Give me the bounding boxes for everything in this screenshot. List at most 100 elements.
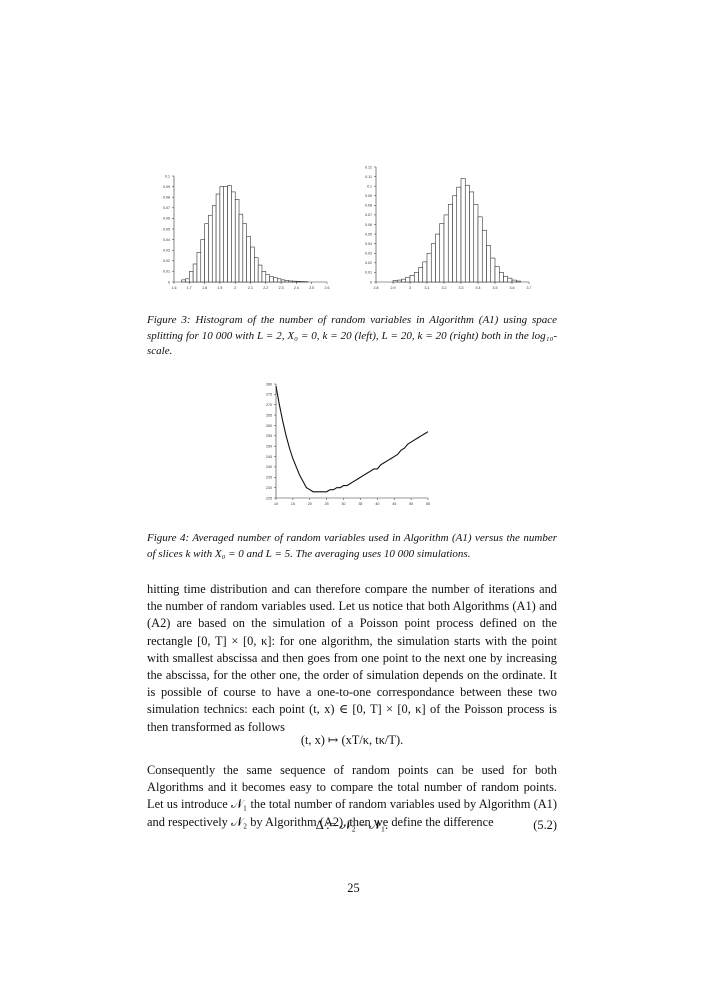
y-tick-label: 0.09 [365, 194, 372, 198]
x-tick-label: 2 [234, 286, 236, 290]
y-tick-label: 0.01 [163, 270, 170, 274]
x-tick-label: 2.3 [279, 286, 284, 290]
histogram-bar [460, 178, 466, 283]
histogram-bar [238, 213, 244, 283]
equation-difference: Δ := 𝒩₂ − 𝒩₁. (5.2) [147, 818, 557, 833]
histogram-bar [486, 245, 492, 283]
histogram-bar [254, 257, 259, 283]
histogram-bar [181, 279, 186, 283]
x-tick-label: 45 [392, 502, 396, 506]
page-number: 25 [347, 881, 360, 895]
histogram-bar [242, 223, 247, 283]
histogram-bar [208, 214, 213, 283]
x-tick-label: 2.8 [374, 286, 379, 290]
y-tick-label: 0.02 [365, 261, 372, 265]
histogram-bar [280, 279, 286, 283]
equation-text: Δ := 𝒩₂ − 𝒩₁. [315, 818, 389, 832]
y-tick-label: 225 [266, 496, 272, 500]
histogram-bar [265, 274, 270, 283]
body-paragraph-1: hitting time distribution and can theref… [147, 581, 557, 736]
equation-number: (5.2) [533, 818, 557, 832]
histogram-bar [185, 278, 190, 283]
histogram-bar [413, 272, 419, 283]
figure-4-caption: Figure 4: Averaged number of random vari… [147, 531, 557, 562]
histogram-bar [443, 214, 449, 283]
x-tick-label: 2.2 [263, 286, 268, 290]
histogram-bar [192, 263, 198, 283]
histogram-bar [261, 271, 267, 283]
y-tick-label: 0.09 [163, 185, 170, 189]
y-tick-label: 0.03 [365, 252, 372, 256]
histogram-bar [409, 275, 415, 283]
x-tick-label: 1.9 [217, 286, 222, 290]
histogram-bar [257, 264, 263, 283]
x-tick-label: 25 [325, 502, 329, 506]
x-tick-label: 1.6 [172, 286, 177, 290]
x-tick-label: 20 [308, 502, 312, 506]
x-tick-label: 55 [426, 502, 430, 506]
y-tick-label: 0.06 [365, 223, 372, 227]
histogram-bar [464, 184, 470, 283]
equation-text: (t, x) ↦ (xT/κ, tκ/T). [300, 733, 404, 747]
y-tick-label: 275 [266, 393, 272, 397]
histogram-bar [196, 252, 202, 283]
x-tick-label: 3.1 [425, 286, 430, 290]
x-tick-label: 2.1 [248, 286, 253, 290]
y-tick-label: 245 [266, 455, 272, 459]
figure-3-text: Histogram of the number of random variab… [147, 314, 558, 357]
equation-transform: (t, x) ↦ (xT/κ, tκ/T). [147, 732, 557, 748]
y-tick-label: 0 [168, 280, 170, 284]
y-tick-label: 0.08 [365, 204, 372, 208]
histogram-bar [503, 275, 509, 283]
histogram-bar [189, 271, 194, 283]
y-tick-label: 0.03 [163, 249, 170, 253]
x-tick-label: 2.6 [325, 286, 330, 290]
histogram-bar [477, 216, 483, 283]
y-tick-label: 0.11 [365, 175, 372, 179]
histogram-bar [515, 280, 521, 283]
histogram-bar [250, 246, 255, 283]
histogram-bar [473, 204, 479, 283]
y-tick-label: 0.08 [163, 196, 170, 200]
y-tick-label: 0.01 [365, 271, 372, 275]
y-tick-label: 0.12 [365, 165, 372, 169]
y-tick-label: 0.06 [163, 217, 170, 221]
histogram-bar [498, 272, 504, 283]
y-tick-label: 280 [266, 382, 272, 386]
y-tick-label: 230 [266, 486, 272, 490]
y-tick-label: 0 [370, 280, 372, 284]
histogram-bar [296, 281, 301, 283]
histogram-bar [277, 278, 282, 283]
histogram-bar [456, 186, 462, 283]
histogram-bar [396, 279, 402, 283]
y-tick-label: 0.04 [365, 242, 372, 246]
histogram-bar [469, 191, 475, 283]
x-tick-label: 1.7 [187, 286, 192, 290]
histogram-bar [452, 195, 458, 283]
histogram-bar [401, 278, 407, 283]
y-tick-label: 265 [266, 413, 272, 417]
histogram-bar [246, 236, 251, 283]
x-tick-label: 15 [291, 502, 295, 506]
y-tick-label: 270 [266, 403, 272, 407]
y-tick-label: 0.05 [365, 232, 372, 236]
figure-3-caption: Figure 3: Histogram of the number of ran… [147, 313, 557, 360]
y-tick-label: 0.07 [163, 206, 170, 210]
histogram-bar [288, 280, 293, 283]
y-tick-label: 0.02 [163, 259, 170, 263]
histogram-bar [439, 223, 445, 283]
histogram-bar [223, 186, 228, 283]
figure-4-label: Figure 4: [147, 532, 190, 544]
x-tick-label: 1.8 [202, 286, 207, 290]
x-tick-label: 35 [358, 502, 362, 506]
y-tick-label: 260 [266, 424, 272, 428]
histogram-bar [269, 276, 274, 283]
histogram-bar [435, 233, 441, 283]
paragraph-text: Consequently the same sequence of random… [147, 763, 557, 829]
histogram-bar [227, 185, 232, 283]
y-tick-label: 240 [266, 465, 272, 469]
x-tick-label: 3.6 [510, 286, 515, 290]
histogram-bar [494, 266, 500, 283]
histogram-right-chart: 0 0.01 0.02 0.03 0.04 0.05 0.06 0.07 0.08 0.09 0.1… [365, 165, 532, 290]
histogram-bar [418, 267, 424, 283]
